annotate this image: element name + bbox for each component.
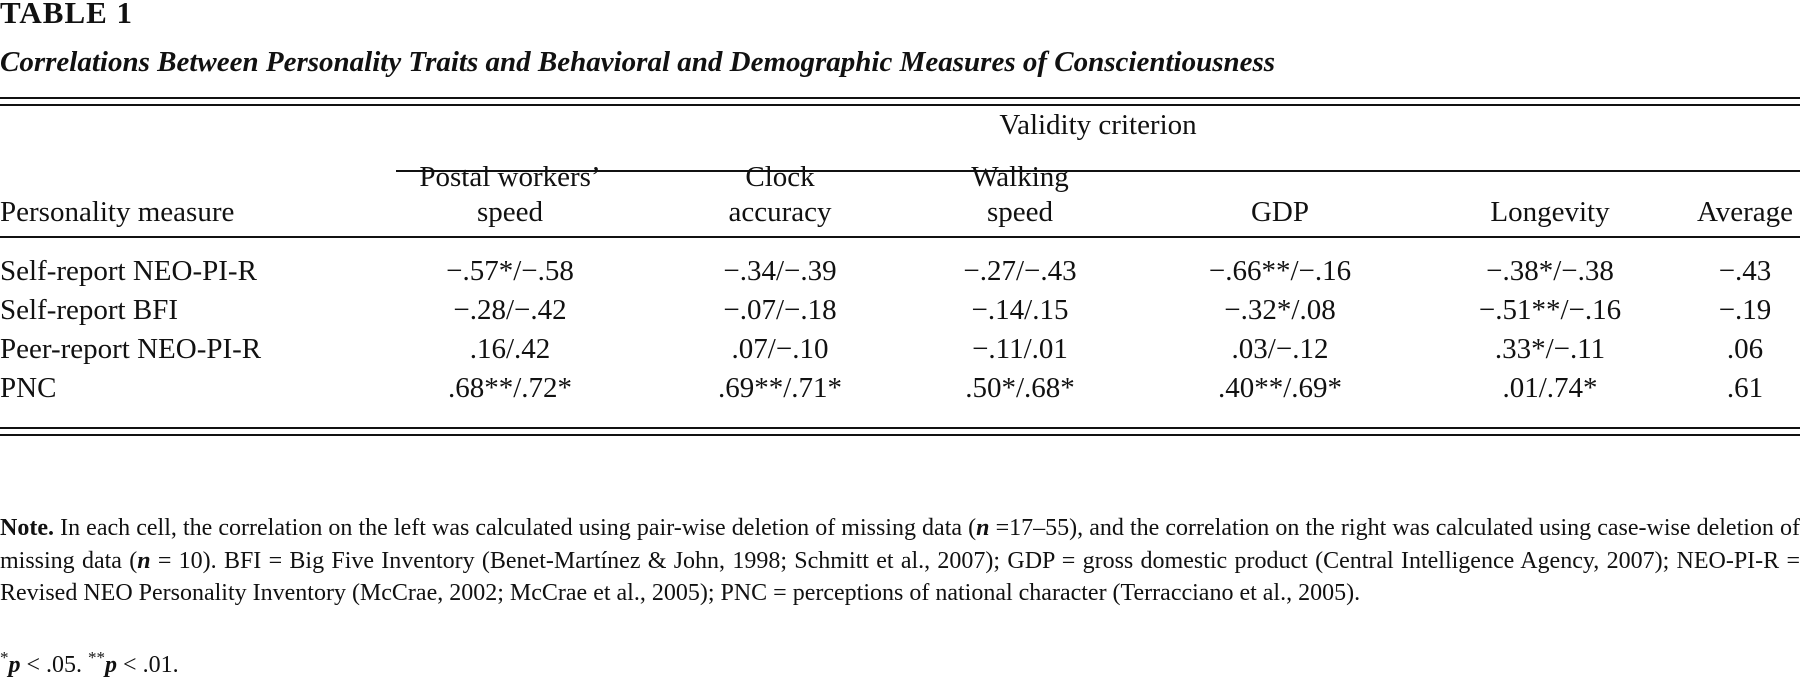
table-cell: −.57*/−.58 xyxy=(446,255,574,287)
note-n-symbol: n xyxy=(137,547,151,574)
row-label: Self-report BFI xyxy=(0,294,178,326)
table-cell: .03/−.12 xyxy=(1231,333,1329,365)
note-n-symbol: n xyxy=(976,515,990,541)
table-cell: .33*/−.11 xyxy=(1494,333,1606,365)
table-title: Correlations Between Personality Traits … xyxy=(0,46,1276,78)
col-header-clock-line1: Clock xyxy=(745,161,815,193)
top-rule-2 xyxy=(0,104,1800,106)
table-cell: −.07/−.18 xyxy=(723,294,837,326)
col-header-postal-line2: speed xyxy=(476,196,544,228)
col-header-walking-line1: Walking xyxy=(971,161,1069,193)
table-cell: .50*/.68* xyxy=(965,372,1075,404)
table-cell: .61 xyxy=(1726,372,1764,404)
note-lead: Note. xyxy=(0,515,54,541)
col-header-gdp: GDP xyxy=(1250,196,1309,228)
header-rule xyxy=(0,236,1800,238)
table-cell: .69**/.71* xyxy=(717,372,843,404)
top-rule-1 xyxy=(0,97,1800,99)
table-note: Note. In each cell, the correlation on t… xyxy=(0,512,1800,610)
note-text: = 10). BFI = Big Five Inventory (Benet-M… xyxy=(0,547,1800,607)
sig-p: p xyxy=(105,652,118,678)
table-cell: −.34/−.39 xyxy=(723,255,837,287)
sig-text: < .01. xyxy=(117,652,179,678)
table-cell: −.28/−.42 xyxy=(453,294,567,326)
row-header: Personality measure xyxy=(0,196,235,228)
table-cell: .07/−.10 xyxy=(731,333,829,365)
bottom-rule-2 xyxy=(0,434,1800,436)
table-cell: −.14/.15 xyxy=(971,294,1069,326)
bottom-rule-1 xyxy=(0,427,1800,429)
col-header-longevity: Longevity xyxy=(1490,196,1610,228)
table-label: TABLE 1 xyxy=(0,0,134,30)
col-header-postal-line1: Postal workers’ xyxy=(419,161,601,193)
table-cell: −.43 xyxy=(1718,255,1772,287)
table-cell: .06 xyxy=(1726,333,1764,365)
table-cell: −.66**/−.16 xyxy=(1208,255,1352,287)
significance-note: *p < .05. **p < .01. xyxy=(0,642,179,681)
spanner-rule xyxy=(396,170,1800,172)
row-label: PNC xyxy=(0,372,57,404)
row-label: Peer-report NEO-PI-R xyxy=(0,333,262,365)
table-cell: .01/.74* xyxy=(1502,372,1598,404)
sig-p: p xyxy=(8,652,21,678)
table-cell: −.27/−.43 xyxy=(963,255,1077,287)
table-cell: −.51**/−.16 xyxy=(1478,294,1622,326)
note-text: In each cell, the correlation on the lef… xyxy=(53,515,977,541)
table-cell: .40**/.69* xyxy=(1217,372,1343,404)
note-text: =17–55), and the correlation on the righ… xyxy=(0,515,1800,574)
sig-star: ** xyxy=(88,648,106,667)
col-header-clock-line2: accuracy xyxy=(728,196,832,228)
table-cell: −.32*/.08 xyxy=(1224,294,1336,326)
table-cell: −.38*/−.38 xyxy=(1486,255,1614,287)
table-cell: −.19 xyxy=(1718,294,1772,326)
table-cell: .68**/.72* xyxy=(447,372,573,404)
table-cell: .16/.42 xyxy=(469,333,551,365)
col-header-average: Average xyxy=(1696,196,1794,228)
sig-text: < .05. xyxy=(20,652,89,678)
col-header-walking-line2: speed xyxy=(986,196,1054,228)
row-label: Self-report NEO-PI-R xyxy=(0,255,257,287)
table-cell: −.11/.01 xyxy=(972,333,1068,365)
sig-star: * xyxy=(0,648,9,667)
spanner-header: Validity criterion xyxy=(999,109,1197,141)
